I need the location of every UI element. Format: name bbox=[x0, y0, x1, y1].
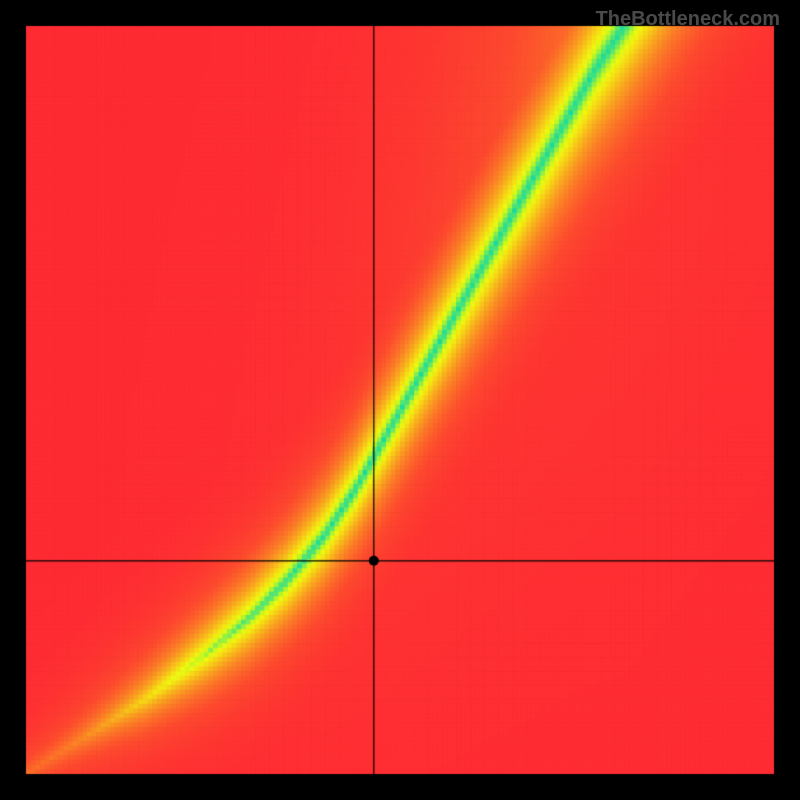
watermark-text: TheBottleneck.com bbox=[596, 8, 780, 31]
chart-container: TheBottleneck.com bbox=[0, 0, 800, 800]
heatmap-canvas bbox=[0, 0, 800, 800]
